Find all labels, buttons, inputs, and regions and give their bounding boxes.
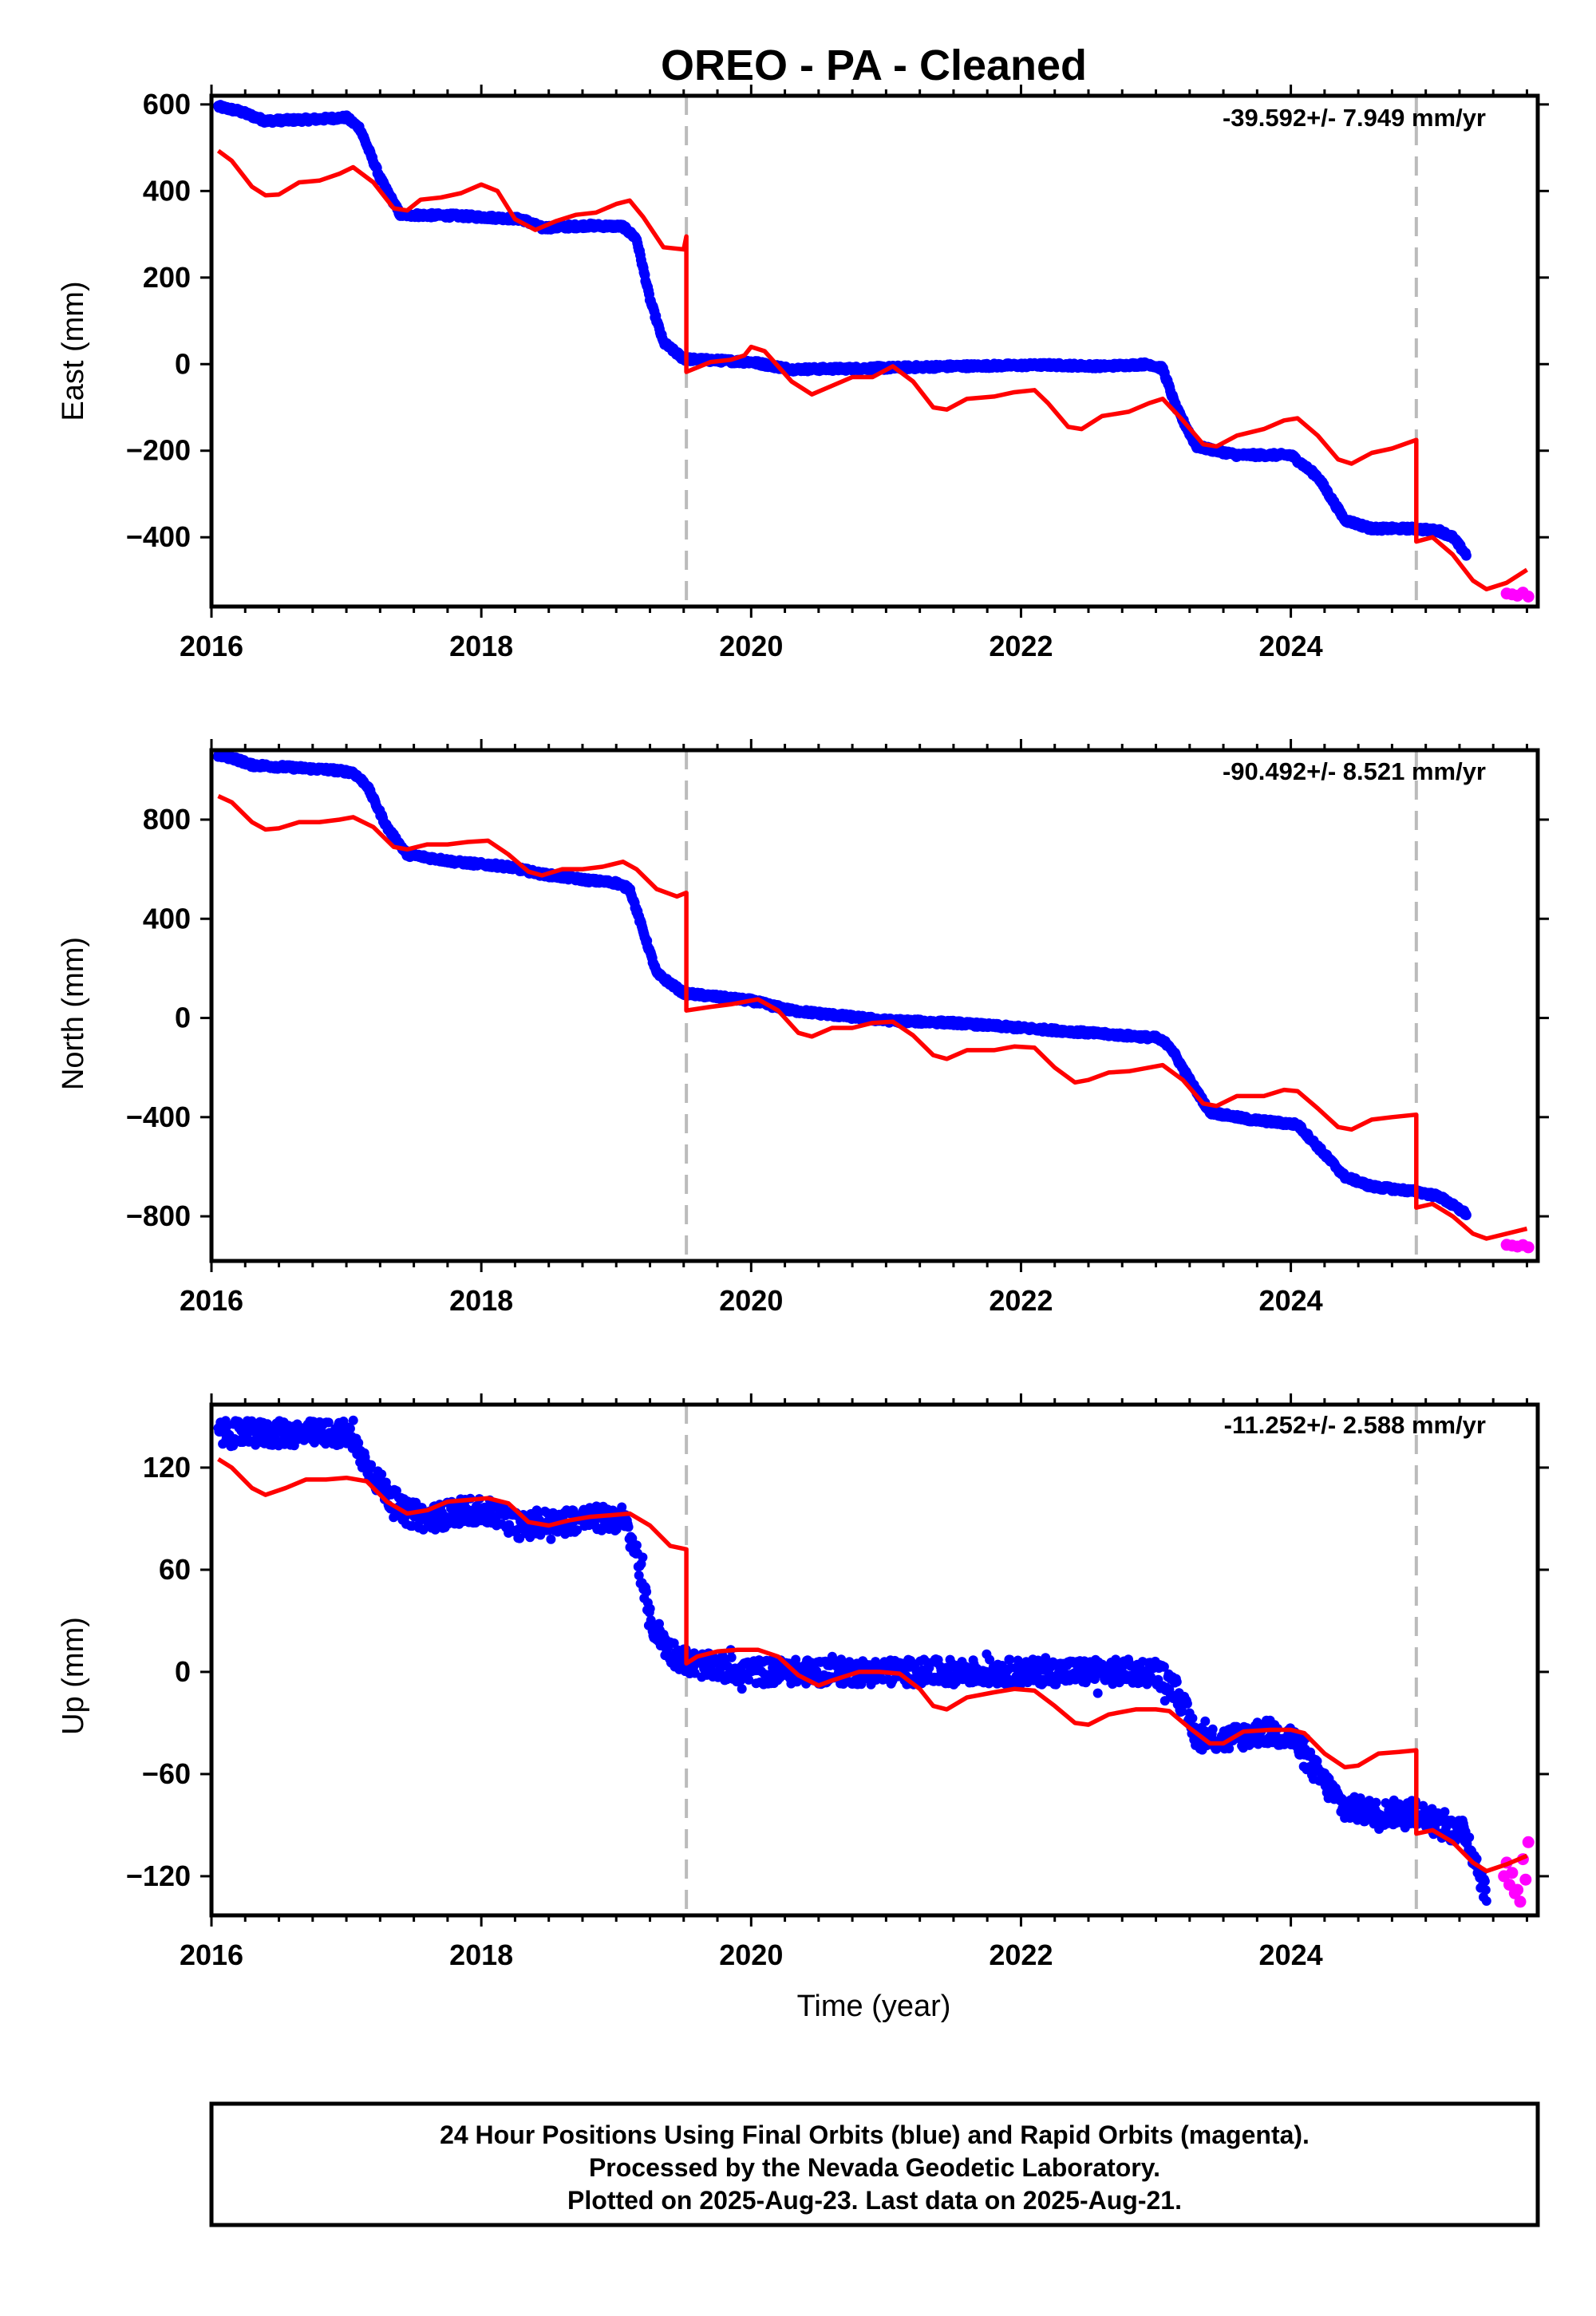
final-orbit-point xyxy=(1207,1724,1218,1734)
final-orbit-point xyxy=(623,1522,634,1532)
rapid-orbit-point xyxy=(1522,1241,1535,1254)
final-orbit-point xyxy=(791,1654,801,1665)
north-rate-label: -90.492+/- 8.521 mm/yr xyxy=(1223,757,1486,785)
y-tick-label: 600 xyxy=(143,88,191,121)
x-tick-label: 2016 xyxy=(180,1284,243,1317)
x-tick-label: 2022 xyxy=(989,630,1053,662)
east-data-layer xyxy=(213,96,1535,607)
final-orbit-point xyxy=(792,1677,802,1687)
x-tick-label: 2020 xyxy=(719,1284,783,1317)
y-tick-label: 400 xyxy=(143,902,191,935)
final-orbit-point xyxy=(1200,1716,1211,1726)
y-tick-label: −200 xyxy=(126,434,191,467)
final-orbit-point xyxy=(744,1674,754,1685)
north-model-line xyxy=(217,793,1528,1241)
east-model-line xyxy=(216,148,1528,592)
chart-title: OREO - PA - Cleaned xyxy=(661,41,1087,89)
final-orbit-point xyxy=(856,1679,867,1690)
x-tick-label: 2022 xyxy=(989,1284,1053,1317)
final-orbit-point xyxy=(1171,1677,1182,1687)
y-tick-label: 400 xyxy=(143,174,191,207)
final-orbit-point xyxy=(546,1534,556,1544)
final-orbit-point xyxy=(985,1654,995,1665)
east-axis-label: East (mm) xyxy=(57,281,90,421)
y-tick-label: −400 xyxy=(126,520,191,553)
final-orbit-point xyxy=(1182,1698,1192,1709)
y-tick-label: −400 xyxy=(126,1101,191,1133)
final-orbit-point xyxy=(1460,550,1472,561)
final-orbit-point xyxy=(638,1552,648,1563)
up-data-layer xyxy=(213,1405,1535,1915)
north-frame xyxy=(209,748,1540,1263)
final-orbit-point xyxy=(645,1603,655,1614)
rapid-orbit-point xyxy=(1522,591,1535,603)
final-orbit-point xyxy=(726,1652,737,1662)
x-tick-label: 2024 xyxy=(1259,1284,1323,1317)
final-orbit-point xyxy=(572,1525,583,1535)
x-tick-label: 2016 xyxy=(180,630,243,662)
final-orbit-point xyxy=(366,1460,377,1470)
final-orbit-point xyxy=(377,1469,387,1480)
x-tick-label: 2024 xyxy=(1259,630,1323,662)
final-orbit-point xyxy=(1092,1688,1103,1698)
final-orbit-point xyxy=(1187,1713,1198,1723)
north-panel: 800 400 0 −400 −800 2016 2018 2020 2022 2024 Nort… xyxy=(57,739,1549,1317)
y-tick-label: −800 xyxy=(126,1199,191,1232)
final-orbit-point xyxy=(812,1666,822,1676)
final-orbit-point xyxy=(345,1424,355,1434)
east-frame xyxy=(209,93,1540,609)
x-tick-label: 2020 xyxy=(719,630,783,662)
final-orbit-point xyxy=(354,1438,364,1448)
final-orbit-point xyxy=(323,1417,334,1428)
y-tick-label: 800 xyxy=(143,803,191,836)
east-plot-area: 600 400 200 0 −200 −400 2016 2018 2020 2022 2024 xyxy=(126,85,1549,662)
y-tick-label: 0 xyxy=(175,347,191,380)
final-orbit-point xyxy=(617,1502,627,1512)
final-orbit-point xyxy=(737,1684,747,1694)
final-orbit-point xyxy=(1005,1654,1015,1665)
final-orbit-point xyxy=(1460,1210,1472,1220)
final-orbit-point xyxy=(631,1540,642,1551)
x-tick-label: 2018 xyxy=(449,1284,513,1317)
final-orbit-point xyxy=(634,1571,644,1580)
final-orbit-point xyxy=(348,1415,358,1425)
east-panel: 600 400 200 0 −200 −400 2016 2018 2020 2022 2024 E… xyxy=(57,85,1549,662)
north-plot-area: 800 400 0 −400 −800 2016 2018 2020 2022 2024 xyxy=(126,739,1549,1317)
y-tick-label: 0 xyxy=(175,1002,191,1034)
final-orbit-point xyxy=(1159,1662,1169,1672)
north-data-layer xyxy=(213,750,1535,1261)
final-orbit-point xyxy=(642,1587,652,1597)
x-tick-label: 2018 xyxy=(449,630,513,662)
east-rate-label: -39.592+/- 7.949 mm/yr xyxy=(1223,104,1486,132)
north-axis-label: North (mm) xyxy=(57,937,90,1090)
final-orbit-point xyxy=(1177,1706,1187,1717)
final-orbit-point xyxy=(768,1658,778,1668)
y-tick-label: 200 xyxy=(143,261,191,294)
